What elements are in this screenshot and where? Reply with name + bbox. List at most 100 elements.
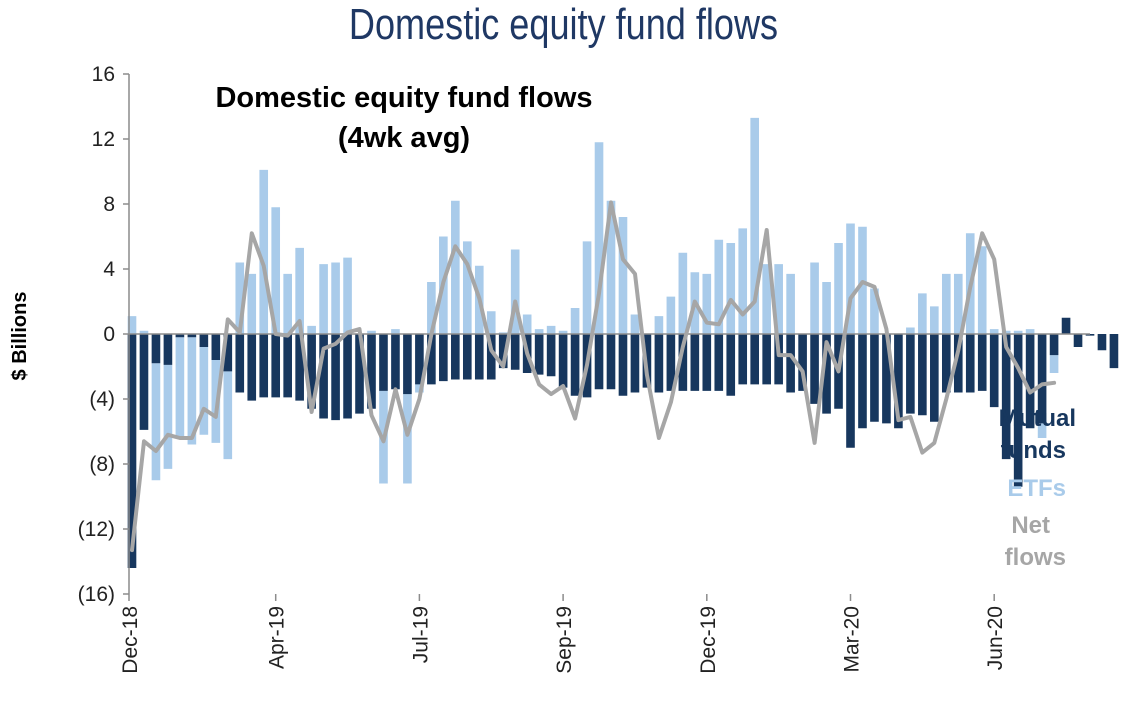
x-tick-label: Mar-20 [841,606,864,673]
etf-bar [941,273,951,334]
etf-bar [630,314,640,334]
legend-etfs: ETFs [1007,475,1066,502]
etf-bar [714,239,724,334]
etf-bar [702,273,712,334]
net-flows-line [130,200,1057,553]
y-tick-label: (8) [89,453,115,476]
y-tick-label: 16 [92,63,115,86]
etf-bar [594,142,604,334]
mutual-fund-bar [786,334,795,393]
etf-bar [187,337,197,445]
mutual-fund-bar [546,334,556,377]
mutual-fund-bar [654,334,664,393]
mutual-fund-bar [127,334,137,568]
etf-bar [654,316,664,334]
mutual-fund-bar [367,334,376,409]
mutual-fund-bar [139,334,149,430]
etf-bar [834,243,843,334]
mutual-fund-bar [870,334,879,422]
etf-bar [1025,329,1035,334]
mutual-fund-bar [558,334,568,388]
etf-bar [582,241,592,334]
mutual-fund-bar [750,334,760,385]
etf-bar [319,264,328,334]
etf-bar [331,262,340,334]
mutual-fund-bar [415,334,424,385]
y-axis-label: $ Billions [9,292,31,381]
mutual-fund-bar [618,334,628,396]
mutual-fund-bar [427,334,436,385]
etf-bar [1037,423,1047,438]
y-tick-label: 8 [103,193,115,216]
etf-bar [139,330,149,334]
mutual-fund-bar [882,334,891,424]
etf-bar [1049,355,1059,373]
etf-bars [127,117,1059,484]
etf-bar [451,200,460,334]
mutual-fund-bar [1073,334,1083,347]
mutual-fund-bar [798,334,807,391]
etf-bar [522,314,532,334]
mutual-fund-bar [965,334,975,393]
mutual-fund-bar [319,334,328,419]
chart-subtitle: (4wk avg) [338,122,470,154]
etf-bar [953,273,963,334]
chart-title: Domestic equity fund flows [215,82,592,114]
mutual-fund-bar [738,334,748,385]
net-flows-series [130,200,1057,553]
mutual-fund-bar [1085,334,1095,336]
y-tick-label: 12 [92,128,115,151]
x-tick-label: Dec-19 [697,606,720,674]
mutual-fund-bars [127,317,1119,568]
etf-bar [235,262,245,334]
page-title: Domestic equity fund flows [348,0,779,49]
mutual-fund-bar [379,334,388,391]
etf-bar [666,296,676,334]
etf-bar [618,217,628,334]
legend-net-flows-line1: Net [1011,512,1050,539]
legend-mutual-funds-line2: funds [1001,437,1066,464]
mutual-fund-bar [977,334,987,391]
mutual-fund-bar [726,334,736,396]
mutual-fund-bar [666,334,676,391]
mutual-fund-bar [1013,334,1023,487]
etf-bar [606,200,616,334]
etf-bar [738,228,748,334]
mutual-fund-bar [606,334,616,390]
mutual-fund-bar [774,334,783,385]
etf-bar [570,308,580,334]
etf-bar [846,223,855,334]
mutual-fund-bar [1001,334,1011,460]
mutual-fund-bar [678,334,688,391]
mutual-fund-bar [283,334,292,398]
etf-bar [151,363,161,481]
etf-bar [175,337,185,438]
etf-bar [403,394,412,484]
etf-bar [977,246,987,334]
etf-bar [283,273,292,334]
etf-bar [558,330,568,334]
mutual-fund-bar [941,334,951,393]
etf-bar [199,347,209,435]
etf-bar [486,311,496,334]
y-tick-label: 4 [103,258,115,281]
etf-bar [1013,330,1023,334]
x-tick-label: Sep-19 [553,606,576,674]
y-tick-label: (4) [89,388,115,411]
x-tick-label: Dec-18 [119,606,142,674]
mutual-fund-bar [163,334,173,365]
mutual-fund-bar [989,334,999,408]
mutual-fund-bar [1037,334,1047,424]
mutual-fund-bar [930,334,939,422]
etf-bar [271,207,281,334]
x-tick-label: Apr-19 [266,606,289,669]
mutual-fund-bar [211,334,221,360]
etf-bar [930,306,939,334]
etf-bar [870,288,879,334]
etf-bar [762,264,771,334]
etf-bar [163,364,173,469]
mutual-fund-bar [474,334,484,380]
mutual-fund-bar [247,334,257,401]
mutual-fund-bar [822,334,831,414]
